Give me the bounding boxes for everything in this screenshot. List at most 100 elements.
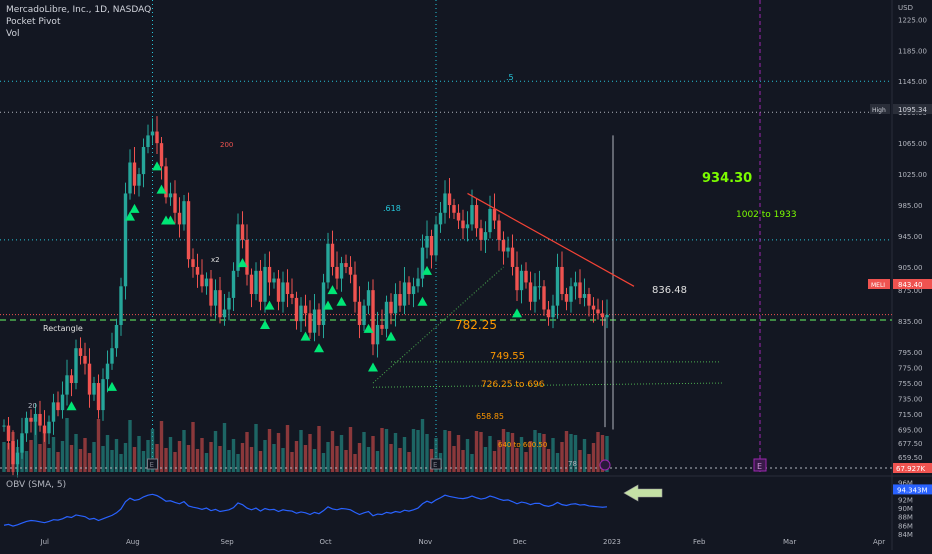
candle-body[interactable]: [339, 263, 344, 279]
candle-body[interactable]: [110, 348, 114, 364]
candle-body[interactable]: [105, 363, 110, 380]
candle-body[interactable]: [227, 297, 231, 310]
candle-body[interactable]: [528, 282, 533, 302]
candle-body[interactable]: [312, 309, 317, 333]
candle-body[interactable]: [267, 266, 272, 283]
candle-body[interactable]: [294, 297, 299, 322]
candle-body[interactable]: [546, 309, 551, 318]
candle-body[interactable]: [452, 205, 456, 213]
candle-body[interactable]: [11, 441, 15, 465]
high-badge[interactable]: [893, 104, 932, 114]
earnings-event-box[interactable]: [147, 458, 158, 470]
candle-body[interactable]: [578, 282, 582, 298]
candle-body[interactable]: [321, 282, 326, 325]
candle-body[interactable]: [168, 193, 173, 198]
candle-body[interactable]: [231, 270, 236, 298]
indicator-pocket-pivot[interactable]: Pocket Pivot: [6, 17, 61, 27]
candle-body[interactable]: [254, 270, 258, 295]
candle-body[interactable]: [83, 355, 87, 364]
candle-body[interactable]: [375, 324, 380, 345]
candle-body[interactable]: [249, 274, 254, 295]
candle-body[interactable]: [605, 314, 609, 318]
candle-body[interactable]: [560, 266, 564, 295]
candle-body[interactable]: [569, 286, 573, 302]
candle-body[interactable]: [42, 425, 47, 434]
candle-body[interactable]: [114, 324, 119, 349]
candle-body[interactable]: [258, 270, 263, 302]
candle-body[interactable]: [425, 236, 429, 248]
candle-body[interactable]: [272, 278, 276, 283]
candle-body[interactable]: [240, 224, 245, 240]
candle-body[interactable]: [497, 220, 501, 240]
candle-body[interactable]: [213, 290, 218, 306]
candle-body[interactable]: [47, 421, 51, 434]
candle-body[interactable]: [101, 379, 105, 411]
symbol-title[interactable]: MercadoLibre, Inc., 1D, NASDAQ: [6, 5, 152, 15]
candle-body[interactable]: [335, 266, 339, 279]
candle-body[interactable]: [524, 270, 528, 283]
candle-body[interactable]: [24, 417, 29, 434]
candle-body[interactable]: [384, 301, 389, 329]
candle-body[interactable]: [537, 286, 542, 288]
candle-body[interactable]: [164, 166, 168, 198]
dividend-icon[interactable]: [599, 459, 611, 471]
candle-body[interactable]: [159, 143, 164, 167]
candle-body[interactable]: [474, 205, 479, 229]
candle-body[interactable]: [542, 286, 546, 310]
candle-body[interactable]: [29, 417, 33, 422]
candle-body[interactable]: [218, 290, 222, 318]
candle-body[interactable]: [393, 294, 398, 314]
candle-body[interactable]: [119, 286, 123, 325]
candle-body[interactable]: [155, 131, 159, 144]
candle-body[interactable]: [492, 208, 497, 221]
earnings-event-box[interactable]: [430, 458, 442, 470]
candle-body[interactable]: [330, 243, 335, 267]
candle-body[interactable]: [366, 290, 371, 306]
candle-body[interactable]: [317, 309, 321, 325]
candle-body[interactable]: [128, 162, 132, 194]
candle-body[interactable]: [222, 309, 227, 318]
candle-body[interactable]: [60, 394, 65, 411]
candle-body[interactable]: [132, 162, 137, 186]
candle-body[interactable]: [69, 375, 74, 384]
candle-body[interactable]: [182, 201, 186, 225]
obv-title[interactable]: OBV (SMA, 5): [6, 480, 67, 490]
candle-body[interactable]: [380, 324, 384, 329]
candle-body[interactable]: [65, 375, 69, 395]
candle-body[interactable]: [438, 212, 443, 225]
price-axis-panel[interactable]: [892, 0, 932, 550]
obv-volume-badge[interactable]: [893, 463, 932, 473]
candle-body[interactable]: [285, 282, 290, 295]
candle-body[interactable]: [173, 193, 177, 213]
indicator-volume[interactable]: Vol: [6, 29, 20, 39]
candle-body[interactable]: [353, 274, 357, 302]
candle-body[interactable]: [51, 402, 56, 422]
candle-body[interactable]: [407, 282, 411, 295]
candle-body[interactable]: [15, 452, 20, 465]
candle-body[interactable]: [357, 301, 362, 325]
candle-body[interactable]: [479, 228, 483, 240]
candle-body[interactable]: [195, 266, 200, 275]
obv-value-badge[interactable]: [893, 484, 932, 495]
candle-body[interactable]: [245, 239, 249, 275]
candle-body[interactable]: [348, 266, 353, 275]
candle-body[interactable]: [263, 266, 267, 302]
future-earnings-box[interactable]: [753, 458, 767, 472]
candle-body[interactable]: [326, 243, 330, 283]
candle-body[interactable]: [6, 425, 11, 442]
candle-body[interactable]: [281, 282, 285, 302]
candle-body[interactable]: [96, 383, 101, 411]
candle-body[interactable]: [123, 193, 128, 287]
candle-body[interactable]: [402, 282, 407, 306]
candle-body[interactable]: [204, 278, 209, 287]
candle-body[interactable]: [290, 294, 294, 298]
candle-body[interactable]: [483, 232, 488, 240]
candle-body[interactable]: [600, 313, 605, 318]
candle-body[interactable]: [515, 266, 519, 291]
candle-body[interactable]: [501, 239, 506, 252]
candle-body[interactable]: [551, 305, 555, 318]
candle-body[interactable]: [429, 236, 434, 256]
candle-body[interactable]: [177, 212, 182, 225]
candle-body[interactable]: [2, 425, 6, 427]
